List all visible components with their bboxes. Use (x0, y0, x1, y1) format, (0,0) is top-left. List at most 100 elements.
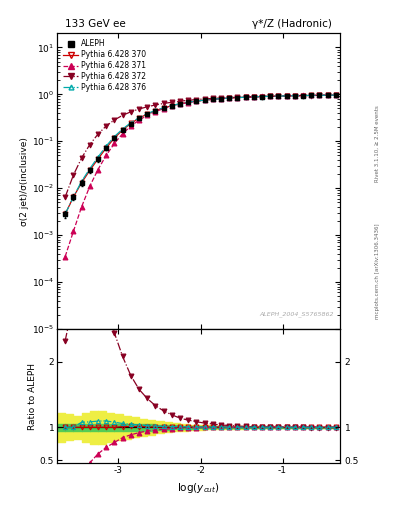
Pythia 6.428 372 (284, 93, 289, 99)
Pythia 6.428 370 (276, 93, 281, 99)
Line: Pythia 6.428 376: Pythia 6.428 376 (63, 93, 338, 216)
Pythia 6.428 370 (129, 120, 133, 126)
Pythia 6.428 372 (63, 194, 68, 200)
Pythia 6.428 376 (63, 211, 68, 217)
Pythia 6.428 372 (219, 95, 223, 101)
Pythia 6.428 370 (227, 95, 231, 101)
Pythia 6.428 376 (219, 96, 223, 102)
Pythia 6.428 372 (178, 98, 182, 104)
Pythia 6.428 376 (71, 194, 76, 200)
Pythia 6.428 371 (268, 93, 273, 99)
Pythia 6.428 376 (227, 95, 231, 101)
Pythia 6.428 370 (317, 92, 322, 98)
Pythia 6.428 372 (325, 92, 330, 98)
Pythia 6.428 376 (87, 166, 92, 172)
Pythia 6.428 371 (276, 93, 281, 99)
Pythia 6.428 371 (153, 109, 158, 115)
Pythia 6.428 370 (161, 105, 166, 111)
Pythia 6.428 370 (268, 93, 273, 99)
Pythia 6.428 376 (317, 92, 322, 98)
Pythia 6.428 376 (79, 178, 84, 184)
Pythia 6.428 376 (202, 97, 207, 103)
Pythia 6.428 370 (95, 156, 100, 162)
Pythia 6.428 372 (276, 93, 281, 99)
Pythia 6.428 370 (71, 194, 76, 200)
Y-axis label: Ratio to ALEPH: Ratio to ALEPH (28, 362, 37, 430)
Pythia 6.428 372 (194, 96, 199, 102)
Pythia 6.428 371 (211, 96, 215, 102)
Pythia 6.428 370 (169, 102, 174, 109)
Text: ALEPH_2004_S5765862: ALEPH_2004_S5765862 (260, 311, 334, 317)
Pythia 6.428 372 (169, 99, 174, 105)
Pythia 6.428 371 (178, 101, 182, 107)
Pythia 6.428 372 (317, 92, 322, 98)
Pythia 6.428 371 (186, 99, 191, 105)
Y-axis label: σ(2 jet)/σ(inclusive): σ(2 jet)/σ(inclusive) (20, 137, 29, 226)
Pythia 6.428 372 (235, 94, 240, 100)
Pythia 6.428 370 (145, 111, 150, 117)
Pythia 6.428 371 (252, 94, 256, 100)
Pythia 6.428 372 (252, 94, 256, 100)
Pythia 6.428 372 (145, 104, 150, 110)
Pythia 6.428 370 (104, 145, 108, 151)
Pythia 6.428 370 (202, 97, 207, 103)
Pythia 6.428 371 (95, 166, 100, 173)
Pythia 6.428 370 (63, 211, 68, 217)
Pythia 6.428 371 (169, 103, 174, 109)
Pythia 6.428 370 (137, 115, 141, 121)
Pythia 6.428 371 (317, 92, 322, 98)
Pythia 6.428 370 (219, 96, 223, 102)
Pythia 6.428 372 (334, 92, 338, 98)
Pythia 6.428 376 (292, 93, 297, 99)
Text: 133 GeV ee: 133 GeV ee (66, 19, 126, 29)
Pythia 6.428 371 (325, 92, 330, 98)
Pythia 6.428 372 (268, 93, 273, 99)
Pythia 6.428 372 (153, 102, 158, 108)
Pythia 6.428 371 (112, 140, 117, 146)
Pythia 6.428 370 (243, 94, 248, 100)
Pythia 6.428 370 (309, 92, 314, 98)
Pythia 6.428 372 (211, 95, 215, 101)
Pythia 6.428 376 (284, 93, 289, 99)
Pythia 6.428 376 (325, 92, 330, 98)
Pythia 6.428 376 (153, 108, 158, 114)
Pythia 6.428 371 (260, 93, 264, 99)
Pythia 6.428 372 (292, 93, 297, 99)
Pythia 6.428 370 (178, 101, 182, 107)
Pythia 6.428 376 (194, 98, 199, 104)
Pythia 6.428 371 (71, 228, 76, 234)
Pythia 6.428 376 (104, 143, 108, 149)
Pythia 6.428 376 (276, 93, 281, 99)
Pythia 6.428 376 (260, 94, 264, 100)
Pythia 6.428 371 (137, 117, 141, 123)
Pythia 6.428 372 (186, 97, 191, 103)
X-axis label: log($y_{cut}$): log($y_{cut}$) (177, 481, 220, 495)
Pythia 6.428 371 (243, 94, 248, 100)
Pythia 6.428 371 (292, 93, 297, 99)
Pythia 6.428 376 (211, 96, 215, 102)
Pythia 6.428 372 (87, 141, 92, 147)
Pythia 6.428 376 (268, 93, 273, 99)
Line: Pythia 6.428 370: Pythia 6.428 370 (63, 93, 338, 217)
Text: mcplots.cern.ch [arXiv:1306.3436]: mcplots.cern.ch [arXiv:1306.3436] (375, 224, 380, 319)
Pythia 6.428 376 (112, 134, 117, 140)
Pythia 6.428 376 (145, 111, 150, 117)
Pythia 6.428 376 (120, 126, 125, 132)
Pythia 6.428 371 (202, 97, 207, 103)
Pythia 6.428 371 (309, 92, 314, 98)
Pythia 6.428 372 (243, 94, 248, 100)
Pythia 6.428 376 (161, 104, 166, 111)
Pythia 6.428 372 (112, 117, 117, 123)
Pythia 6.428 376 (169, 102, 174, 109)
Pythia 6.428 370 (79, 180, 84, 186)
Pythia 6.428 372 (120, 112, 125, 118)
Pythia 6.428 370 (120, 127, 125, 133)
Pythia 6.428 370 (334, 92, 338, 98)
Pythia 6.428 370 (153, 108, 158, 114)
Pythia 6.428 371 (235, 95, 240, 101)
Pythia 6.428 371 (227, 95, 231, 101)
Pythia 6.428 376 (129, 120, 133, 126)
Pythia 6.428 372 (309, 93, 314, 99)
Pythia 6.428 372 (95, 131, 100, 137)
Pythia 6.428 376 (186, 99, 191, 105)
